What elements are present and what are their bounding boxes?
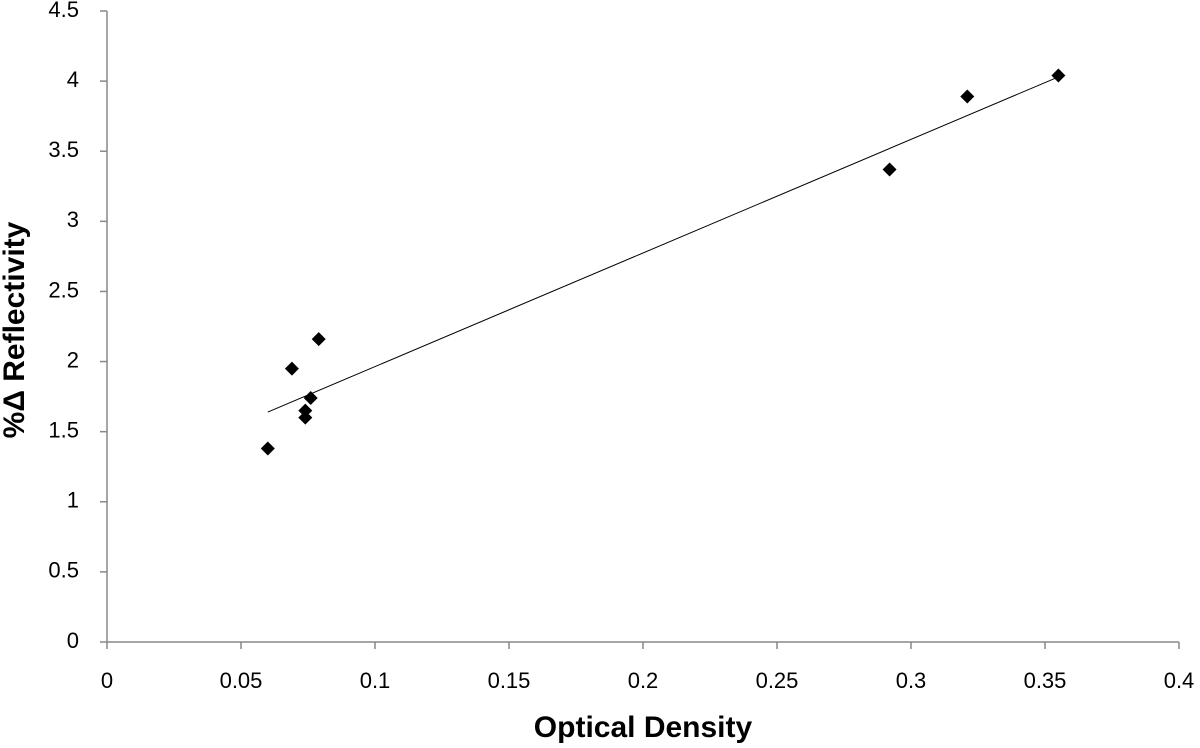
data-point [960,89,975,104]
y-tick-label: 2.5 [48,277,79,302]
x-tick-label: 0.3 [896,668,927,693]
y-tick-label: 0 [67,628,79,653]
x-tick-label: 0.05 [220,668,263,693]
x-tick-label: 0.1 [360,668,391,693]
data-point [311,332,326,347]
x-tick-label: 0.2 [628,668,659,693]
data-point [284,361,299,376]
data-point [303,391,318,406]
x-tick-label: 0.25 [756,668,799,693]
trendline [267,76,1059,413]
y-tick-label: 4.5 [48,0,79,22]
y-tick-label: 1.5 [48,417,79,442]
data-point [298,403,313,418]
data-point [882,162,897,177]
x-axis-title: Optical Density [534,711,753,744]
y-axis-title: %Δ Reflectivity [0,221,31,438]
data-point [298,410,313,425]
y-tick-label: 3 [67,207,79,232]
y-tick-label: 4 [67,67,79,92]
y-tick-label: 1 [67,488,79,513]
x-tick-label: 0.4 [1164,668,1195,693]
x-tick-label: 0 [101,668,113,693]
x-tick-label: 0.15 [488,668,531,693]
x-tick-label: 0.35 [1024,668,1067,693]
y-tick-label: 2 [67,347,79,372]
data-point [1051,68,1066,83]
y-tick-label: 3.5 [48,137,79,162]
y-tick-label: 0.5 [48,558,79,583]
data-point [260,441,275,456]
